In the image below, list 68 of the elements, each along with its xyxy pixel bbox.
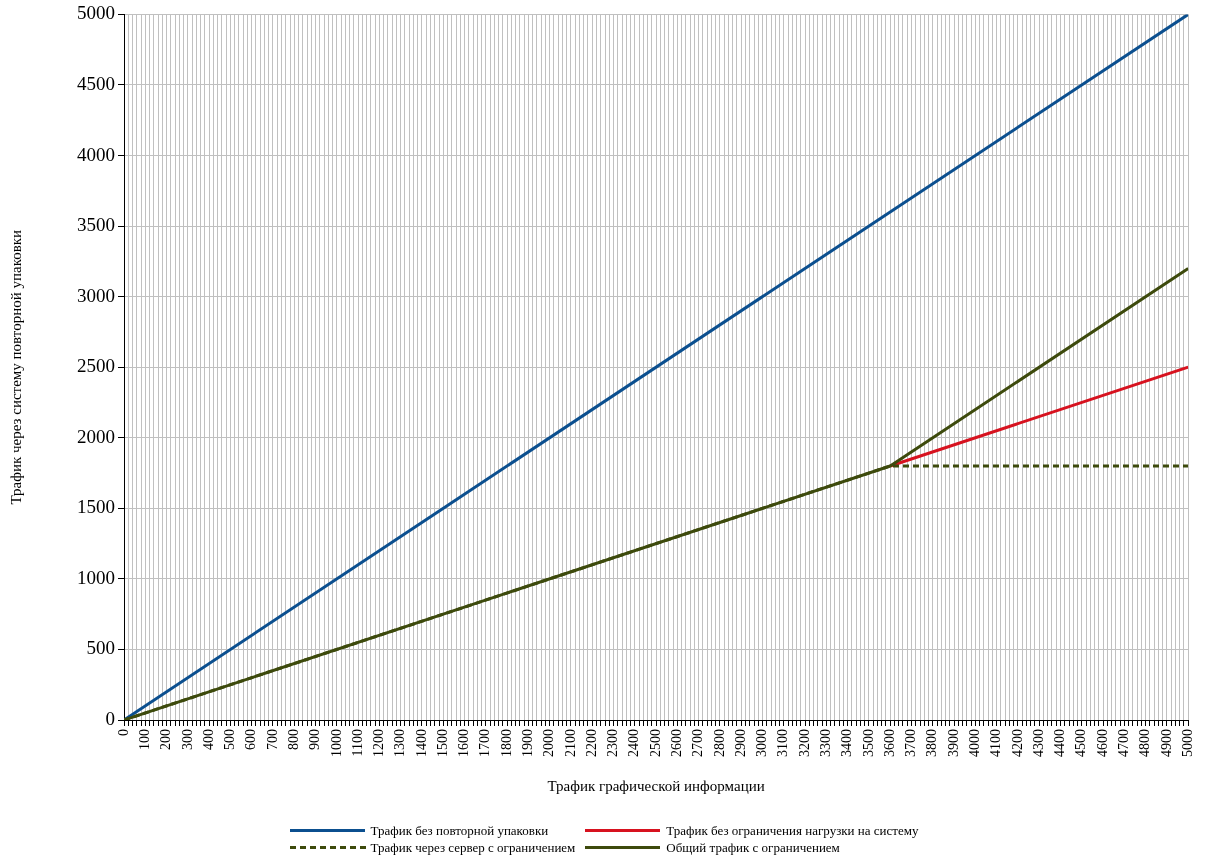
x-tick-label: 0 [115, 729, 131, 736]
x-tick-label: 3900 [945, 729, 961, 757]
x-tick-label: 3000 [754, 729, 770, 757]
x-tick-label: 4300 [1030, 729, 1046, 757]
y-tick-label: 3000 [77, 284, 115, 306]
x-tick-label: 3100 [775, 729, 791, 757]
x-tick-label: 2600 [669, 729, 685, 757]
legend-label: Общий трафик с ограничением [666, 839, 840, 856]
x-tick-label: 2000 [541, 729, 557, 757]
x-tick-label: 4700 [1116, 729, 1132, 757]
x-tick-label: 2900 [732, 729, 748, 757]
y-tick-label: 3500 [77, 214, 115, 236]
x-tick-label: 2500 [647, 729, 663, 757]
y-tick-label: 1000 [77, 566, 115, 588]
x-tick-label: 3800 [924, 729, 940, 757]
x-tick-label: 5000 [1179, 729, 1195, 757]
x-tick-label: 4600 [1094, 729, 1110, 757]
x-tick-label: 3500 [860, 729, 876, 757]
x-tick-label: 700 [264, 729, 280, 750]
x-tick-label: 500 [222, 729, 238, 750]
x-tick-label: 4800 [1137, 729, 1153, 757]
legend-label: Трафик без повторной упаковки [370, 822, 549, 839]
x-tick-label: 4000 [967, 729, 983, 757]
x-tick-label: 4200 [1009, 729, 1025, 757]
x-tick-label: 2800 [711, 729, 727, 757]
y-tick-label: 500 [86, 637, 115, 659]
legend-label: Трафик без ограничения нагрузки на систему [666, 822, 919, 839]
x-tick-label: 100 [136, 729, 152, 750]
x-tick-label: 2200 [583, 729, 599, 757]
x-tick-label: 4400 [1052, 729, 1068, 757]
x-tick-label: 1000 [328, 729, 344, 757]
x-tick-label: 1600 [456, 729, 472, 757]
x-tick-label: 600 [243, 729, 259, 750]
x-tick-label: 2300 [605, 729, 621, 757]
x-tick-label: 4500 [1073, 729, 1089, 757]
x-tick-label: 1800 [498, 729, 514, 757]
y-tick-label: 0 [105, 707, 115, 729]
x-tick-label: 900 [307, 729, 323, 750]
x-tick-label: 1500 [434, 729, 450, 757]
x-tick-label: 4100 [988, 729, 1004, 757]
x-tick-label: 1100 [349, 729, 365, 757]
legend-label: Трафик через сервер с ограничением [370, 839, 576, 856]
y-tick-label: 2500 [77, 355, 115, 377]
x-tick-label: 2700 [690, 729, 706, 757]
x-axis-title: Трафик графической информации [547, 777, 765, 794]
y-tick-label: 2000 [77, 425, 115, 447]
x-tick-label: 300 [179, 729, 195, 750]
x-tick-label: 1300 [392, 729, 408, 757]
y-tick-label: 4500 [77, 72, 115, 94]
x-tick-label: 1200 [371, 729, 387, 757]
x-tick-label: 3600 [881, 729, 897, 757]
x-tick-label: 200 [158, 729, 174, 750]
x-tick-label: 3400 [839, 729, 855, 757]
x-tick-label: 2100 [562, 729, 578, 757]
x-tick-label: 1900 [520, 729, 536, 757]
y-axis-title: Трафик через систему повторной упаковки [7, 229, 24, 505]
x-tick-label: 3200 [796, 729, 812, 757]
x-tick-label: 3300 [818, 729, 834, 757]
y-tick-label: 4000 [77, 143, 115, 165]
x-tick-label: 3700 [903, 729, 919, 757]
x-tick-label: 800 [285, 729, 301, 750]
x-tick-label: 4900 [1158, 729, 1174, 757]
x-tick-label: 400 [200, 729, 216, 750]
x-tick-label: 1400 [413, 729, 429, 757]
y-tick-label: 5000 [77, 2, 115, 24]
x-tick-label: 2400 [626, 729, 642, 757]
y-tick-label: 1500 [77, 496, 115, 518]
x-tick-label: 1700 [477, 729, 493, 757]
